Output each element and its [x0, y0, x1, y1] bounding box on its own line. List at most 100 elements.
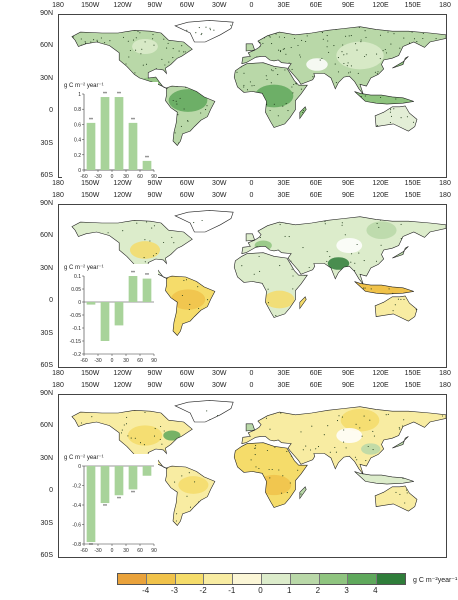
- significance-dot: [438, 46, 440, 49]
- significance-dot: [260, 301, 262, 304]
- lat-label: 90N: [40, 200, 53, 207]
- colorbar-swatch: [204, 574, 234, 584]
- significance-dot: [84, 72, 86, 74]
- significance-dot: [67, 219, 68, 220]
- significance-dot: [360, 146, 361, 147]
- significance-dot: [343, 467, 345, 469]
- significance-dot: [322, 38, 324, 40]
- significance-dot: [365, 54, 367, 56]
- inset-bar: [114, 466, 124, 496]
- significance-dot: [278, 469, 280, 471]
- significance-dot: [231, 109, 233, 111]
- significance-dot: [441, 415, 444, 417]
- significance-dot: [269, 109, 271, 112]
- inset-x-tick: 60: [137, 358, 143, 364]
- significance-dot: [222, 419, 224, 421]
- significance-dot: [254, 122, 256, 124]
- significance-dot: [194, 320, 196, 322]
- significance-dot: [364, 30, 366, 32]
- colorbar-tick-label: 2: [315, 586, 321, 595]
- significance-dot: [421, 114, 423, 117]
- significance-dot: [271, 409, 273, 411]
- significance-dot: [225, 415, 227, 417]
- significance-dot: [385, 265, 387, 267]
- significance-dot: [408, 132, 410, 134]
- significance-dot: [278, 36, 280, 38]
- significance-dot: [414, 129, 416, 131]
- significance-dot: [272, 130, 274, 133]
- australia-region: [375, 295, 417, 322]
- significance-dot: [195, 87, 197, 89]
- significance-dot: [61, 51, 62, 52]
- significance-dot: [255, 445, 257, 447]
- lon-label: 150W: [81, 192, 100, 199]
- significance-dot: [219, 118, 222, 120]
- significance-dot: [323, 139, 325, 141]
- significance-dot: [321, 57, 323, 59]
- significance-dot: [319, 59, 321, 61]
- significance-dot: [253, 273, 255, 275]
- lat-label: 30N: [40, 454, 53, 462]
- significance-dot: [242, 123, 244, 125]
- significance-dot: [412, 121, 415, 123]
- significance-dot: [74, 76, 76, 78]
- significance-dot: [393, 108, 395, 110]
- significance-dot: [212, 278, 214, 280]
- significance-dot: [401, 465, 403, 467]
- significance-dot: [312, 290, 315, 293]
- significance-dot: [80, 38, 82, 40]
- significance-dot: [358, 305, 360, 307]
- significance-dot: [114, 61, 117, 63]
- significance-dot: [307, 314, 309, 316]
- significance-dot: [310, 90, 312, 92]
- significance-dot: [87, 68, 89, 70]
- significance-dot: [139, 32, 141, 34]
- significance-dot: [401, 148, 402, 149]
- significance-dot: [79, 76, 81, 78]
- significance-dot: [226, 149, 227, 150]
- significance-dot: [370, 278, 372, 280]
- significance-dot: [83, 75, 85, 77]
- significance-dot: [371, 484, 373, 486]
- significance-dot: [170, 31, 172, 33]
- significance-dot: [84, 42, 87, 44]
- significance-dot: [261, 115, 263, 117]
- significance-dot: [184, 516, 187, 518]
- significance-dot: [244, 523, 246, 525]
- significance-dot: [311, 87, 313, 89]
- significance-dot: [385, 414, 387, 416]
- significance-dot: [372, 449, 374, 451]
- lon-label: 60E: [309, 2, 323, 9]
- significance-dot: [153, 435, 156, 437]
- significance-dot: [158, 79, 160, 81]
- anomaly-patch: [163, 430, 181, 441]
- significance-dot: [59, 64, 60, 65]
- significance-dot: [248, 344, 249, 345]
- significance-dot: [201, 473, 204, 476]
- significance-dot: [326, 457, 328, 459]
- significance-dot: [192, 54, 195, 56]
- significance-dot: [293, 83, 295, 86]
- significance-dot: [422, 532, 423, 533]
- significance-dot: [245, 116, 247, 118]
- significance-dot: [96, 39, 98, 41]
- significance-dot: [427, 235, 429, 237]
- significance-dot: [195, 448, 197, 450]
- lon-label: 90W: [147, 382, 162, 389]
- significance-dot: [299, 521, 301, 523]
- significance-dot: [426, 81, 428, 83]
- significance-dot: [275, 137, 277, 140]
- significance-dot: [152, 255, 155, 257]
- significance-dot: [67, 47, 68, 48]
- significance-dot: [90, 41, 92, 43]
- inset-y-tick: -0.1: [72, 326, 81, 332]
- significance-dot: [373, 435, 375, 437]
- significance-dot: [160, 425, 162, 428]
- significance-dot: [348, 35, 350, 37]
- significance-dot: [126, 73, 128, 75]
- significance-dot: [335, 451, 337, 453]
- significance-dot: [228, 121, 230, 123]
- inset-y-tick: 0: [78, 464, 81, 470]
- lon-label: 120E: [372, 2, 389, 9]
- lat-label: 60S: [40, 362, 53, 369]
